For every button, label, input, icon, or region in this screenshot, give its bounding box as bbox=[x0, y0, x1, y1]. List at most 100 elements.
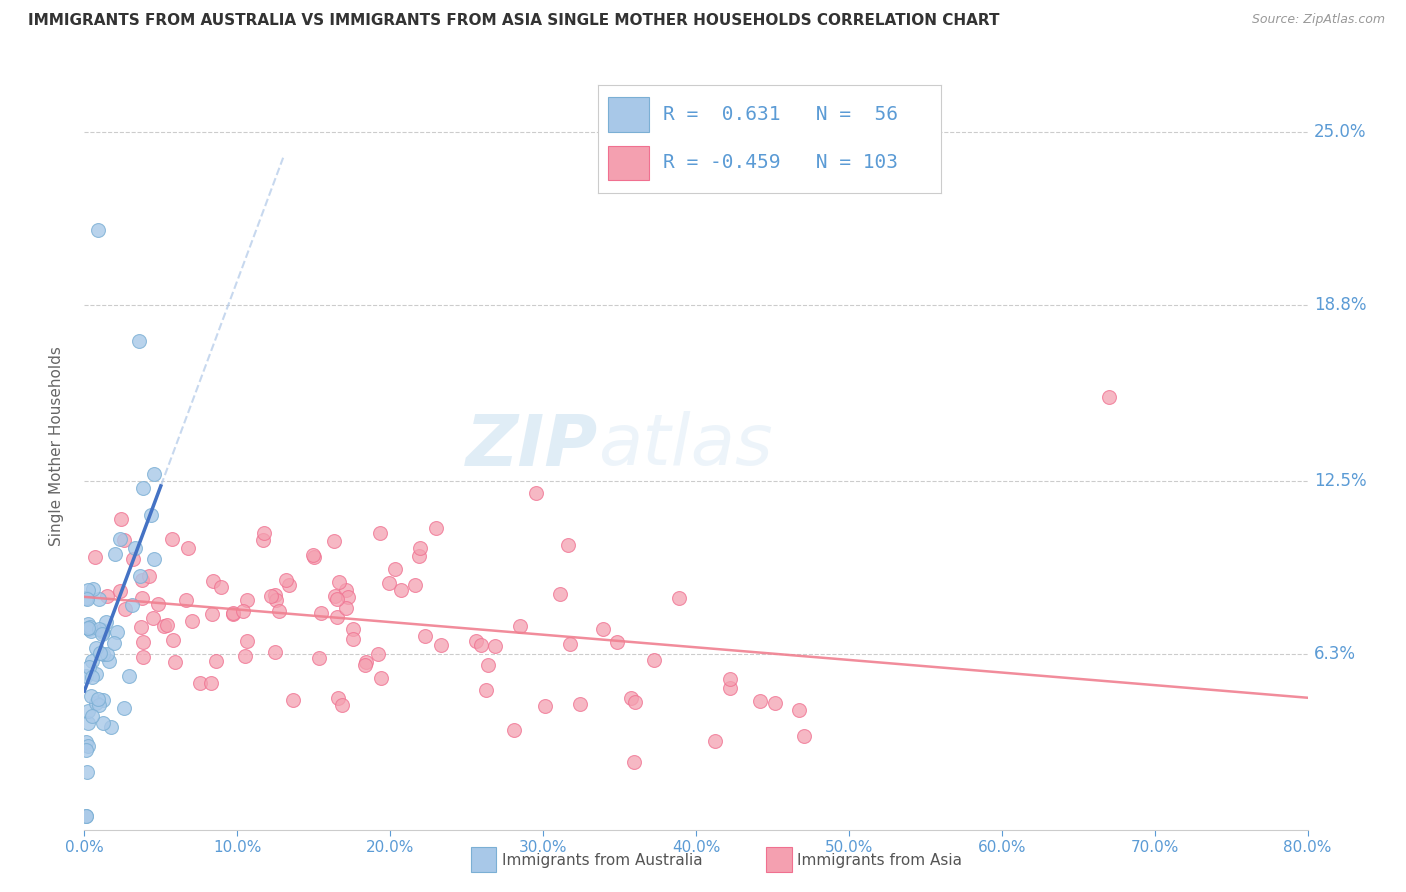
Point bbox=[384, 562, 406, 576]
Point bbox=[703, 734, 725, 748]
Point bbox=[260, 589, 283, 603]
Point bbox=[141, 508, 163, 522]
Point bbox=[623, 755, 645, 769]
Point bbox=[787, 703, 810, 717]
Text: Immigrants from Australia: Immigrants from Australia bbox=[502, 854, 703, 868]
Point bbox=[112, 701, 135, 715]
Point bbox=[76, 617, 98, 632]
Point bbox=[302, 550, 325, 565]
Point bbox=[143, 467, 166, 481]
Point bbox=[100, 720, 122, 734]
Point bbox=[112, 533, 135, 547]
Point bbox=[124, 541, 146, 555]
Point bbox=[122, 551, 145, 566]
Point bbox=[105, 625, 128, 640]
Point bbox=[91, 692, 114, 706]
Point bbox=[75, 808, 97, 822]
Point bbox=[326, 591, 349, 606]
Point bbox=[301, 548, 323, 562]
Point bbox=[222, 606, 245, 620]
Point bbox=[104, 547, 127, 561]
Point bbox=[252, 533, 274, 547]
Point bbox=[277, 578, 299, 592]
Point bbox=[367, 648, 389, 662]
Point bbox=[108, 532, 131, 546]
Point bbox=[266, 593, 288, 607]
Text: IMMIGRANTS FROM AUSTRALIA VS IMMIGRANTS FROM ASIA SINGLE MOTHER HOUSEHOLDS CORRE: IMMIGRANTS FROM AUSTRALIA VS IMMIGRANTS … bbox=[28, 13, 1000, 29]
Point bbox=[188, 675, 211, 690]
Point bbox=[142, 552, 165, 566]
Point bbox=[409, 541, 432, 556]
Point bbox=[76, 764, 98, 779]
Point bbox=[308, 650, 330, 665]
Point bbox=[87, 223, 110, 237]
Point bbox=[91, 624, 114, 639]
Point bbox=[146, 597, 169, 611]
Point bbox=[118, 669, 141, 683]
Point bbox=[96, 589, 118, 603]
Point bbox=[404, 577, 426, 591]
Point bbox=[153, 618, 176, 632]
Point bbox=[97, 654, 120, 668]
Point bbox=[91, 624, 114, 638]
Point bbox=[84, 640, 107, 655]
Text: Immigrants from Asia: Immigrants from Asia bbox=[797, 854, 962, 868]
Point bbox=[181, 615, 204, 629]
Point bbox=[326, 690, 349, 705]
Point bbox=[132, 649, 155, 664]
Point bbox=[75, 668, 97, 682]
Point bbox=[1098, 390, 1121, 404]
Point bbox=[121, 599, 143, 613]
Point bbox=[465, 634, 488, 648]
Point bbox=[91, 647, 114, 661]
Point bbox=[86, 667, 108, 681]
Point bbox=[77, 739, 100, 753]
Point bbox=[108, 584, 131, 599]
Point bbox=[430, 638, 453, 652]
Point bbox=[91, 627, 114, 641]
Point bbox=[548, 587, 571, 601]
Point bbox=[620, 691, 643, 706]
Text: atlas: atlas bbox=[598, 411, 773, 481]
Point bbox=[138, 569, 160, 583]
Point bbox=[342, 622, 364, 636]
Point bbox=[94, 615, 117, 630]
Point bbox=[77, 622, 100, 636]
Point bbox=[87, 692, 110, 706]
Point bbox=[484, 640, 506, 654]
Point bbox=[222, 607, 245, 622]
Point bbox=[592, 622, 614, 636]
Point bbox=[156, 618, 179, 632]
Point bbox=[643, 653, 665, 667]
Point bbox=[718, 673, 741, 687]
Point bbox=[335, 583, 357, 598]
Point bbox=[110, 512, 132, 526]
Point bbox=[509, 619, 531, 633]
Point bbox=[96, 647, 118, 661]
Point bbox=[389, 582, 412, 597]
Point bbox=[274, 573, 297, 587]
Point bbox=[80, 654, 103, 668]
Point bbox=[503, 723, 526, 738]
Point bbox=[623, 695, 645, 709]
Point bbox=[89, 591, 111, 606]
Point bbox=[200, 676, 222, 690]
Point bbox=[177, 541, 200, 556]
Point bbox=[80, 689, 103, 703]
Point bbox=[533, 699, 555, 714]
Point bbox=[77, 583, 100, 598]
Point bbox=[83, 549, 105, 564]
Point bbox=[668, 591, 690, 605]
Point bbox=[557, 538, 579, 552]
Point bbox=[162, 632, 184, 647]
Point bbox=[793, 729, 815, 743]
Point bbox=[80, 669, 103, 683]
Point bbox=[264, 645, 287, 659]
Point bbox=[132, 634, 155, 648]
Point bbox=[75, 591, 97, 606]
Point bbox=[281, 693, 304, 707]
Point bbox=[80, 624, 103, 638]
Point bbox=[328, 574, 350, 589]
Point bbox=[79, 619, 101, 633]
Point bbox=[337, 590, 360, 604]
